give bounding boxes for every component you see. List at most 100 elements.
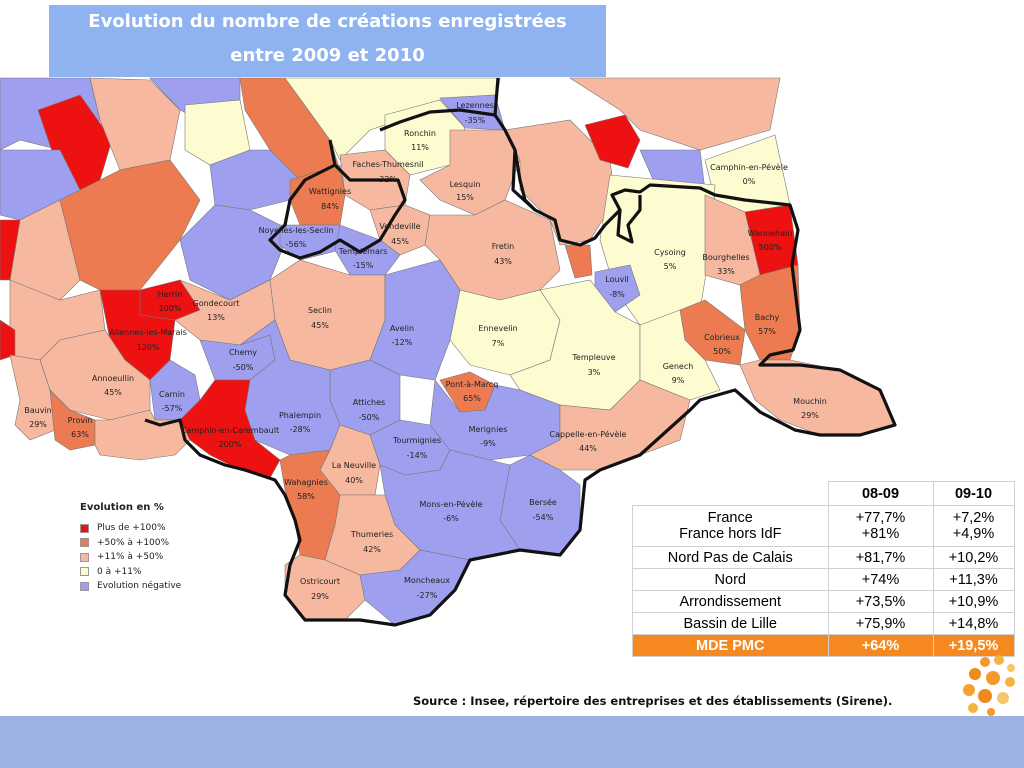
title-banner: Evolution du nombre de créations enregis… (49, 5, 606, 77)
table-row-highlight: MDE PMC +64% +19,5% (632, 634, 1015, 657)
label-wattignies: Wattignies (309, 187, 351, 196)
value-ostricourt: 29% (311, 592, 329, 601)
legend-swatch (80, 523, 89, 533)
table-row: Nord +74% +11,3% (632, 568, 1015, 591)
label-fretin: Fretin (492, 242, 514, 251)
label-faches: Faches-Thumesnil (353, 160, 424, 169)
label-wannehain: Wannehain (748, 229, 793, 238)
label-wahagnies: Wahagnies (284, 478, 328, 487)
label-thumeries: Thumeries (350, 530, 393, 539)
label-allennes: Allennes-les-Marais (109, 328, 187, 337)
value-allennes: 120% (137, 343, 160, 352)
table-cell-value: +64% (827, 634, 934, 657)
table-cell-label: France France hors IdF (632, 505, 829, 547)
value-cobrieux: 50% (713, 347, 731, 356)
label-seclin: Seclin (308, 306, 332, 315)
commune-noyelles (279, 224, 341, 261)
value-lesquin: 15% (456, 193, 474, 202)
territory-border-west2 (379, 108, 496, 132)
table-cell-label: Arrondissement (632, 590, 829, 613)
label-provin: Provin (68, 416, 93, 425)
footer-band (0, 716, 1024, 768)
legend-item: 0 à +11% (80, 565, 181, 580)
label-templemars: Templemars (338, 247, 388, 256)
map-background-regions (0, 77, 501, 361)
stats-table: 08-09 09-10 France France hors IdF +77,7%… (632, 481, 1015, 657)
label-cobrieux: Cobrieux (704, 333, 740, 342)
legend-swatch (80, 567, 89, 577)
legend-label: +50% à +100% (97, 537, 170, 548)
value-mons-en-pevele: -6% (443, 514, 459, 523)
legend-title: Evolution en % (80, 502, 164, 513)
label-bauvin: Bauvin (24, 406, 52, 415)
label-ennevelin: Ennevelin (478, 324, 517, 333)
label-templeuve: Templeuve (571, 353, 615, 362)
value-faches: 32% (379, 175, 397, 184)
legend-item: Plus de +100% (80, 521, 181, 536)
title-line-1: Evolution du nombre de créations enregis… (88, 11, 567, 32)
label-vendeville: Vendeville (379, 222, 420, 231)
value-phalempin: -28% (290, 425, 311, 434)
table-cell-value: +10,9% (932, 590, 1015, 613)
logo-dots-icon (963, 655, 1015, 716)
value-tourmignies: -14% (407, 451, 428, 460)
source-note: Source : Insee, répertoire des entrepris… (413, 694, 893, 708)
commune-bauvin (9, 354, 56, 441)
value-ennevelin: 7% (492, 339, 505, 348)
legend-label: 0 à +11% (97, 566, 142, 577)
legend-label: Evolution négative (97, 581, 182, 592)
value-genech: 9% (672, 376, 685, 385)
commune-orange-small (564, 244, 593, 279)
table-row: Nord Pas de Calais +81,7% +10,2% (632, 546, 1015, 569)
commune-red-ne (584, 114, 641, 169)
table-cell-label: MDE PMC (632, 634, 829, 657)
value-merignies: -9% (480, 439, 496, 448)
region-red-w2 (0, 319, 16, 361)
label-attiches: Attiches (353, 398, 385, 407)
table-header-09-10: 09-10 (932, 481, 1015, 506)
label-ronchin: Ronchin (404, 129, 436, 138)
table-cell-value: +7,2% +4,9% (932, 505, 1015, 547)
value-cysoing: 5% (664, 262, 677, 271)
value-annoeullin: 45% (104, 388, 122, 397)
value-camphin-pevele: 0% (743, 177, 756, 186)
label-tourmignies: Tourmignies (392, 436, 441, 445)
value-avelin: -12% (392, 338, 413, 347)
commune-labels: Lezennes -35% Ronchin 11% Faches-Thumesn… (24, 101, 827, 601)
table-cell-value: +74% (827, 568, 934, 591)
label-moncheaux: Moncheaux (404, 576, 450, 585)
table-header-08-09: 08-09 (827, 481, 934, 506)
value-wattignies: 84% (321, 202, 339, 211)
label-pont-a-marcq: Pont-à-Marcq (446, 380, 499, 389)
legend-swatch (80, 552, 89, 562)
table-cell-value: +10,2% (932, 546, 1015, 569)
table-row: Arrondissement +73,5% +10,9% (632, 590, 1015, 613)
label-bachy: Bachy (755, 313, 780, 322)
label-chemy: Chemy (229, 348, 257, 357)
label-annoeullin: Annoeullin (92, 374, 134, 383)
legend-item: +11% à +50% (80, 550, 181, 565)
table-header-empty (632, 481, 829, 506)
label-ostricourt: Ostricourt (300, 577, 340, 586)
table-cell-value: +77,7% +81% (827, 505, 934, 547)
legend-item: +50% à +100% (80, 536, 181, 551)
value-bourghelles: 33% (717, 267, 735, 276)
value-noyelles: -56% (286, 240, 307, 249)
table-cell-value: +14,8% (932, 612, 1015, 635)
value-cappelle: 44% (579, 444, 597, 453)
value-pont-a-marcq: 65% (463, 394, 481, 403)
value-thumeries: 42% (363, 545, 381, 554)
value-moncheaux: -27% (417, 591, 438, 600)
label-carnin: Carnin (159, 390, 185, 399)
commune-camphin-carembault (179, 379, 281, 479)
label-camphin-carembault: Camphin-en-Carembault (181, 426, 279, 435)
label-herrin: Herrin (158, 290, 183, 299)
value-ronchin: 11% (411, 143, 429, 152)
title-line-2: entre 2009 et 2010 (230, 45, 425, 66)
legend-swatch (80, 581, 89, 591)
value-louvil: -8% (609, 290, 625, 299)
table-header-row: 08-09 09-10 (632, 481, 1015, 506)
value-bersee: -54% (533, 513, 554, 522)
label-camphin-pevele: Camphin-en-Pévèle (710, 162, 788, 172)
label-merignies: Merignies (469, 425, 508, 434)
